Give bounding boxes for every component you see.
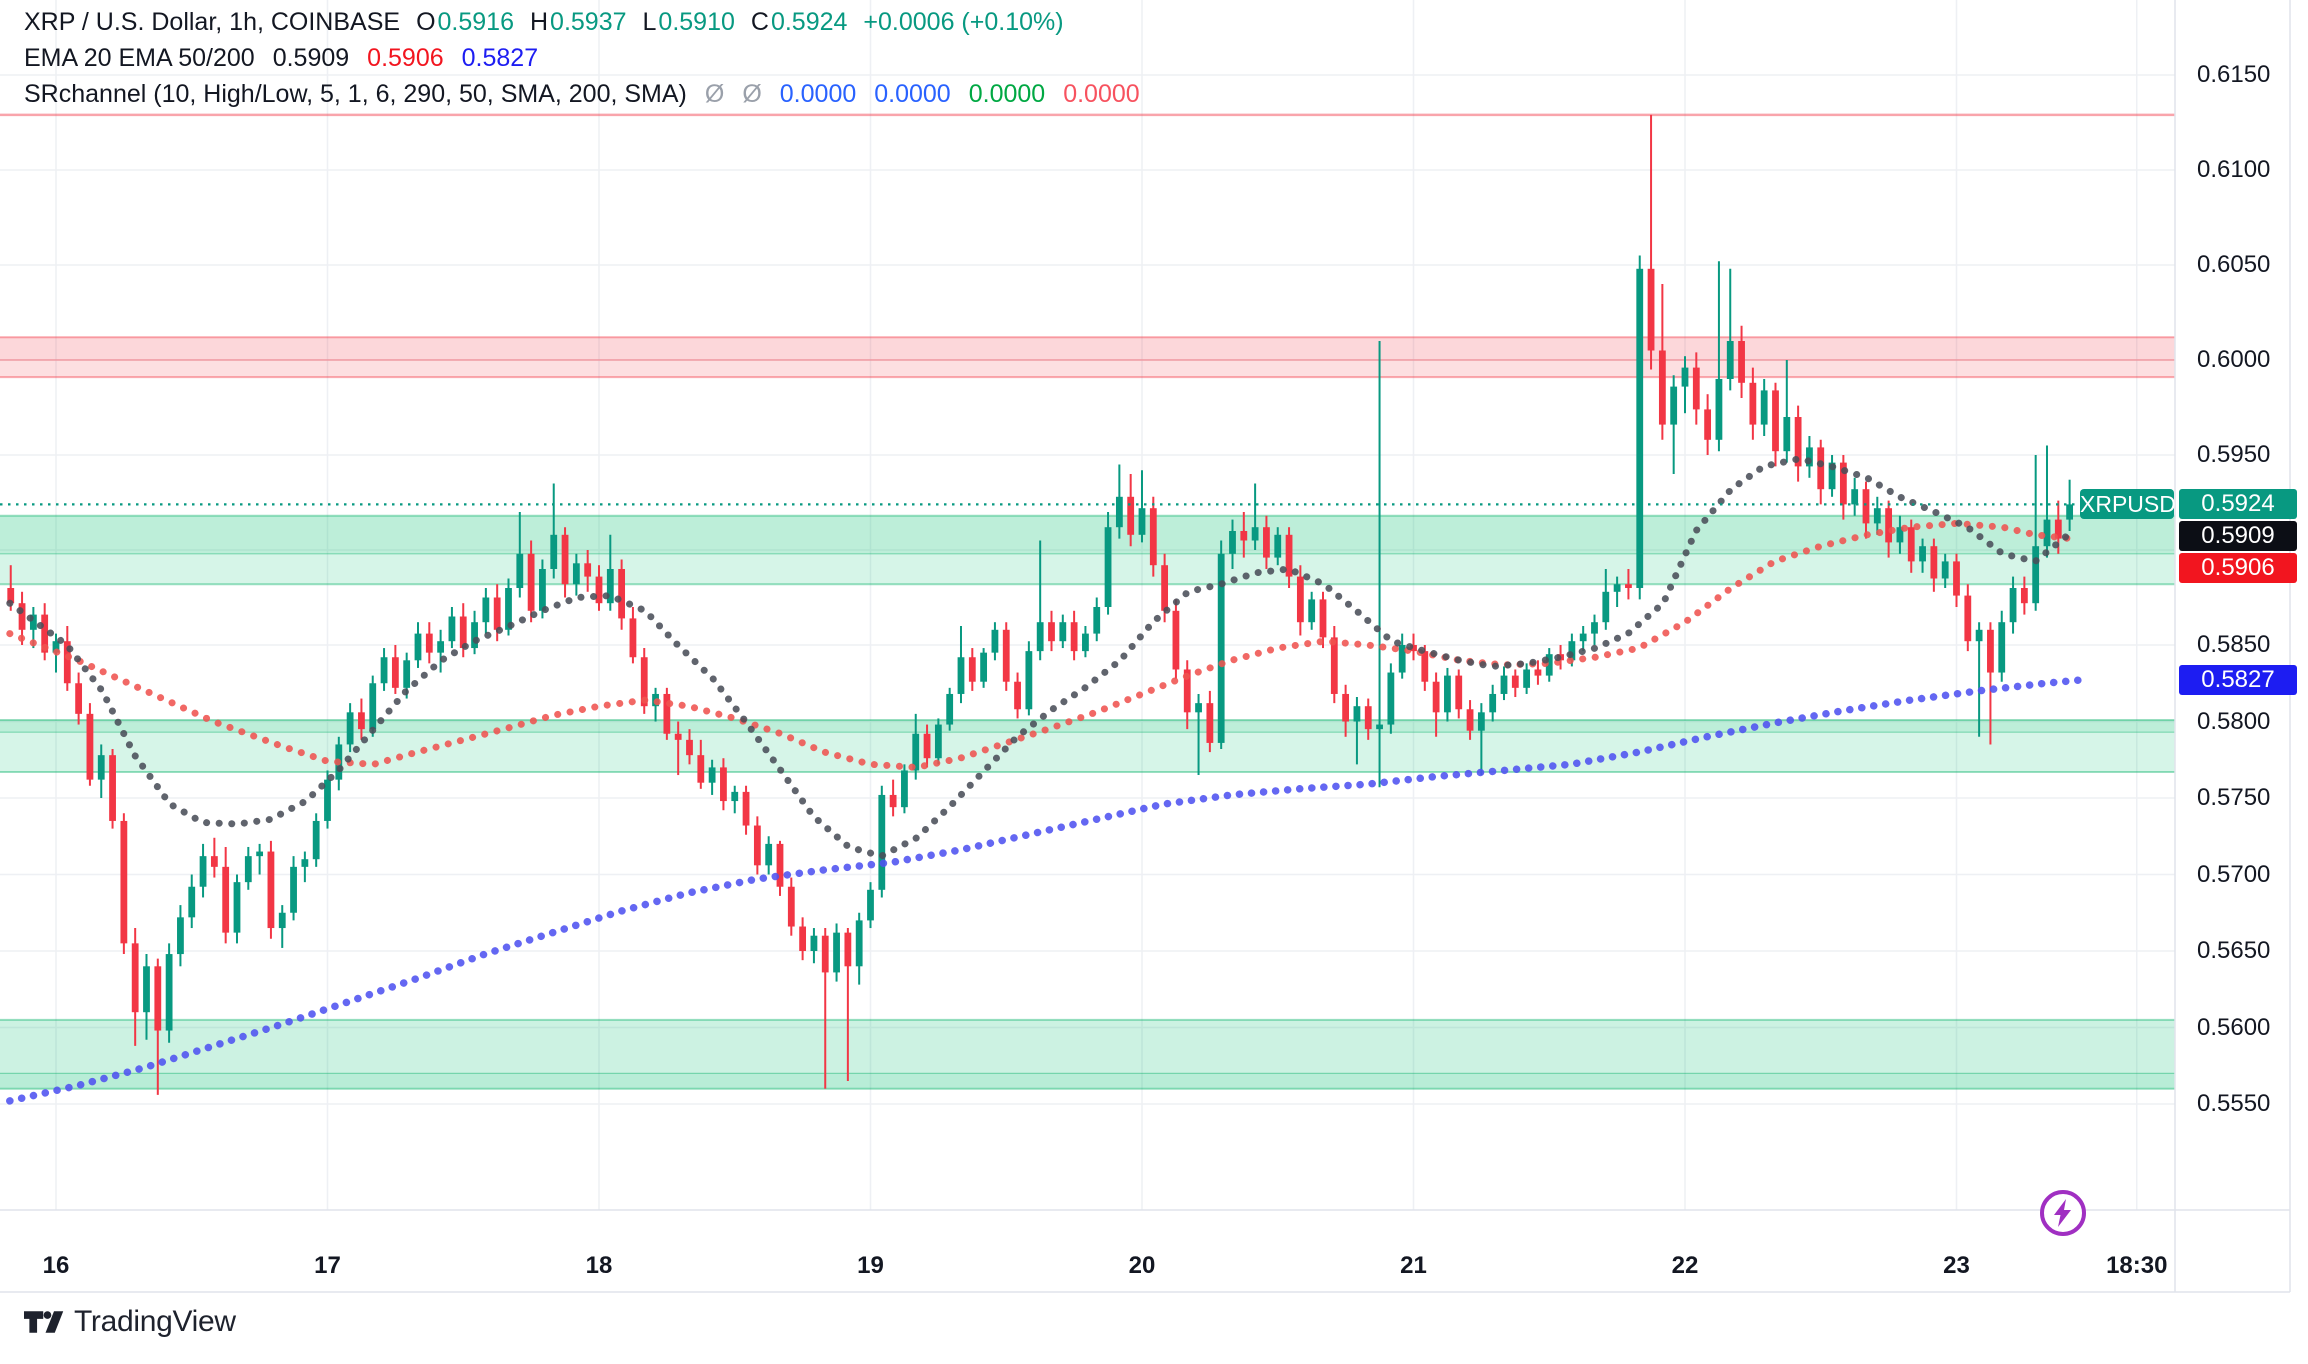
ema-indicator-label[interactable]: EMA 20 EMA 50/200 xyxy=(24,43,255,72)
ema20-price-flag: 0.5909 xyxy=(2179,521,2297,552)
srchannel-indicator-label[interactable]: SRchannel (10, High/Low, 5, 1, 6, 290, 5… xyxy=(24,79,687,108)
ohlc-low: L0.5910 xyxy=(642,7,735,36)
srchannel-legend-row: SRchannel (10, High/Low, 5, 1, 6, 290, 5… xyxy=(24,76,1140,112)
ema200-value: 0.5827 xyxy=(461,43,539,72)
price-change: +0.0006 (+0.10%) xyxy=(863,7,1064,36)
ema200-price-flag: 0.5827 xyxy=(2179,665,2297,696)
price-tick: 0.6150 xyxy=(2197,61,2271,88)
price-tick: 0.5950 xyxy=(2197,441,2271,468)
last-price-flag: 0.5924 xyxy=(2179,489,2297,520)
srchannel-value-2: 0.0000 xyxy=(874,79,951,108)
tradingview-logo[interactable]: TradingView xyxy=(24,1305,236,1339)
chart-legend: XRP / U.S. Dollar, 1h, COINBASE O0.5916 … xyxy=(24,4,1140,112)
symbol-price-flag: XRPUSD xyxy=(2080,489,2176,519)
price-tick: 0.5650 xyxy=(2197,937,2271,964)
price-tick: 0.6000 xyxy=(2197,346,2271,373)
price-tick: 0.6050 xyxy=(2197,251,2271,278)
lightning-icon xyxy=(2054,1199,2071,1227)
ema50-price-flag: 0.5906 xyxy=(2179,553,2297,584)
ema20-value: 0.5909 xyxy=(272,43,350,72)
srchannel-value-1: 0.0000 xyxy=(779,79,857,108)
price-tick: 0.5600 xyxy=(2197,1013,2271,1041)
price-axis[interactable]: 0.6150 0.6100 0.6050 0.6000 0.5950 0.5850 0.58… xyxy=(2175,0,2308,1292)
ema50-value: 0.5906 xyxy=(367,43,444,72)
srchannel-empty-2: Ø xyxy=(742,79,762,108)
price-tick: 0.5800 xyxy=(2197,707,2271,735)
time-tick: 17 xyxy=(314,1252,341,1279)
time-tick: 23 xyxy=(1943,1252,1970,1279)
price-tick: 0.5550 xyxy=(2197,1090,2271,1117)
ohlc-high: H0.5937 xyxy=(529,7,627,36)
srchannel-empty-1: Ø xyxy=(704,79,725,108)
time-tick: 16 xyxy=(42,1252,70,1279)
symbol-title[interactable]: XRP / U.S. Dollar, 1h, COINBASE xyxy=(24,7,401,36)
ohlc-close: C0.5924 xyxy=(750,7,848,36)
time-tick: 22 xyxy=(1671,1252,1699,1279)
srchannel-value-4: 0.0000 xyxy=(1063,79,1140,108)
tradingview-logo-text: TradingView xyxy=(74,1305,236,1338)
quick-action-button[interactable] xyxy=(2040,1190,2086,1236)
price-tick: 0.5700 xyxy=(2197,860,2271,888)
price-tick: 0.5750 xyxy=(2197,784,2271,811)
time-axis[interactable]: 16 17 18 19 20 21 22 23 18:30 xyxy=(0,1210,2290,1292)
srchannel-value-3: 0.0000 xyxy=(968,79,1046,108)
ohlc-open: O0.5916 xyxy=(416,7,514,36)
ema-legend-row: EMA 20 EMA 50/200 0.5909 0.5906 0.5827 xyxy=(24,40,1140,76)
time-tick: 20 xyxy=(1128,1252,1156,1279)
symbol-legend-row: XRP / U.S. Dollar, 1h, COINBASE O0.5916 … xyxy=(24,4,1140,40)
price-tick: 0.6100 xyxy=(2197,156,2271,183)
tradingview-logo-icon xyxy=(24,1311,64,1333)
time-tick: 19 xyxy=(857,1252,884,1279)
time-tick: 18 xyxy=(585,1252,613,1279)
time-tick: 18:30 xyxy=(2106,1252,2168,1279)
time-tick: 21 xyxy=(1400,1252,1427,1279)
price-tick: 0.5850 xyxy=(2197,631,2271,658)
